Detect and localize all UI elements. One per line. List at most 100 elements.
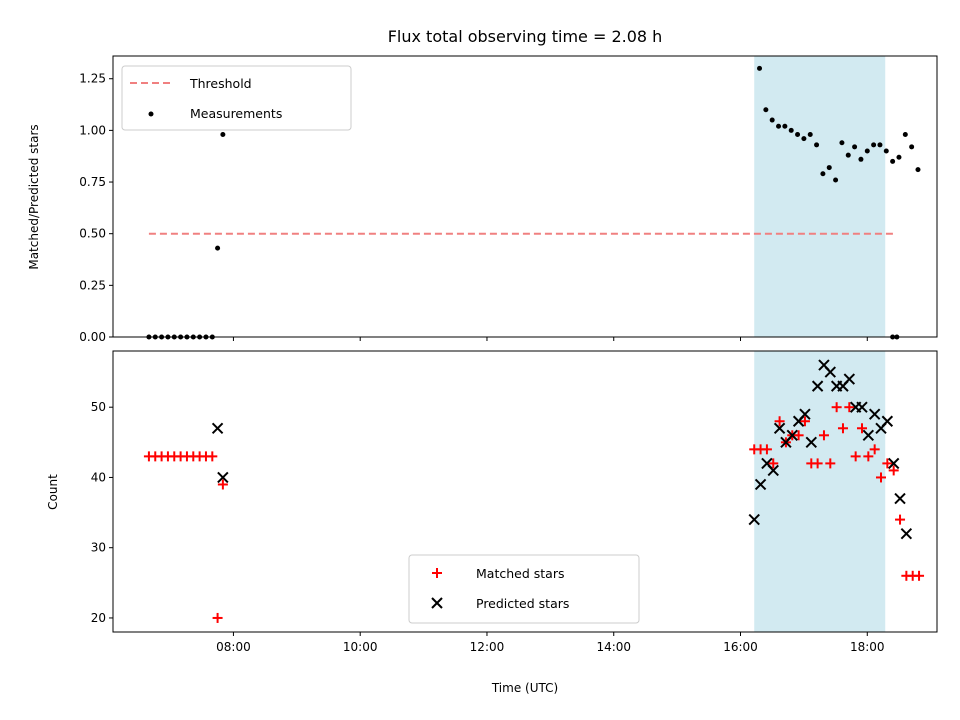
bottom-legend: Matched stars Predicted stars	[408, 554, 640, 624]
predicted-star-marker	[843, 373, 856, 385]
y-tick-label: 0.75	[79, 175, 106, 189]
matched-star-marker	[217, 479, 228, 490]
matched-star-marker	[212, 612, 223, 623]
predicted-star-marker	[799, 408, 811, 420]
y-tick-label: 40	[91, 470, 106, 484]
bottom-legend-box	[408, 554, 640, 624]
matched-star-marker	[818, 430, 829, 441]
top-shaded-interval	[754, 56, 886, 337]
predicted-star-marker	[887, 457, 900, 470]
matched-star-marker	[837, 423, 848, 434]
bottom-axes-frame	[112, 350, 938, 633]
predicted-star-marker	[894, 492, 906, 505]
y-tick-label: 30	[91, 541, 106, 555]
measurement-point	[896, 154, 902, 160]
measurement-point	[871, 142, 877, 148]
x-tick-label: 14:00	[596, 640, 631, 654]
measurement-point	[814, 142, 820, 148]
top-legend-box	[121, 65, 352, 131]
legend-matched-swatch	[432, 568, 442, 578]
bottom-shaded-interval	[754, 351, 886, 632]
measurement-point	[902, 132, 908, 138]
predicted-star-marker	[217, 471, 229, 484]
predicted-star-marker	[881, 415, 894, 427]
matched-star-marker	[850, 451, 861, 462]
x-tick-label: 16:00	[723, 640, 758, 654]
x-tick-label: 12:00	[470, 640, 505, 654]
legend-predicted-swatch	[431, 597, 443, 609]
predicted-star-marker	[754, 478, 767, 491]
matched-star-marker	[863, 451, 874, 462]
measurement-point	[795, 132, 801, 138]
matched-star-marker	[869, 444, 880, 455]
top-legend: Threshold Measurements	[121, 65, 352, 131]
predicted-star-marker	[900, 527, 913, 540]
predicted-star-marker	[748, 513, 760, 526]
matched-star-marker	[774, 416, 785, 427]
legend-measurements-label: Measurements	[190, 106, 282, 121]
matched-star-marker	[895, 514, 906, 525]
predicted-star-marker	[868, 408, 881, 420]
matched-star-marker	[882, 458, 893, 469]
matched-star-marker	[812, 458, 823, 469]
matched-star-marker	[799, 416, 810, 427]
matched-star-marker	[761, 444, 772, 455]
matched-star-marker	[768, 458, 779, 469]
bottom-y-ticks: 20 30 40 50	[91, 400, 113, 625]
matched-star-marker	[793, 430, 804, 441]
measurement-point	[858, 156, 864, 162]
measurement-point	[833, 177, 839, 183]
predicted-star-markers	[211, 359, 913, 540]
measurement-point	[845, 152, 851, 158]
y-tick-label: 0.25	[79, 278, 106, 292]
legend-measurements-swatch	[148, 111, 154, 117]
matched-star-markers	[143, 402, 925, 623]
y-tick-label: 20	[91, 611, 106, 625]
measurement-point	[864, 148, 870, 154]
matched-star-marker	[825, 458, 836, 469]
predicted-star-marker	[824, 366, 837, 378]
measurement-point	[909, 144, 915, 150]
top-y-ticks: 0.00 0.25 0.50 0.75 1.00 1.25	[79, 72, 113, 344]
measurement-point	[788, 127, 794, 133]
predicted-star-marker	[773, 422, 786, 434]
measurement-point	[820, 171, 826, 177]
matched-star-marker	[888, 465, 899, 476]
measurement-point	[763, 107, 769, 113]
predicted-star-marker	[811, 380, 824, 392]
legend-matched-label: Matched stars	[476, 566, 564, 581]
x-tick-label: 10:00	[343, 640, 378, 654]
top-axes-frame	[112, 55, 938, 338]
top-panel: 0.00 0.25 0.50 0.75 1.00 1.25 Matched/Predict…	[27, 55, 938, 344]
measurement-point	[852, 144, 858, 150]
y-tick-label: 0.00	[79, 330, 106, 344]
bottom-y-axis-label: Count	[46, 474, 60, 510]
measurement-point	[877, 142, 883, 148]
matched-star-marker	[844, 402, 855, 413]
predicted-star-marker	[767, 464, 779, 477]
predicted-star-marker	[862, 429, 875, 442]
measurement-point	[757, 65, 763, 71]
measurement-point	[782, 123, 788, 129]
matched-star-marker	[831, 402, 842, 413]
matched-star-marker	[914, 570, 925, 581]
measurement-point	[220, 132, 226, 138]
chart-title: Flux total observing time = 2.08 h	[388, 27, 663, 46]
predicted-star-marker	[805, 436, 817, 449]
matched-star-marker	[207, 451, 218, 462]
legend-threshold-label: Threshold	[189, 76, 252, 91]
measurement-point	[807, 132, 813, 138]
legend-predicted-label: Predicted stars	[476, 596, 569, 611]
x-axis-label: Time (UTC)	[491, 681, 558, 695]
top-x-ticks	[232, 337, 868, 341]
measurement-point	[883, 148, 889, 154]
measurement-point	[801, 136, 807, 142]
measurement-point	[215, 245, 221, 251]
measurement-point	[890, 158, 896, 164]
matched-star-marker	[876, 472, 887, 483]
y-tick-label: 0.50	[79, 227, 106, 241]
predicted-star-marker	[211, 422, 224, 434]
x-tick-label: 08:00	[216, 640, 251, 654]
